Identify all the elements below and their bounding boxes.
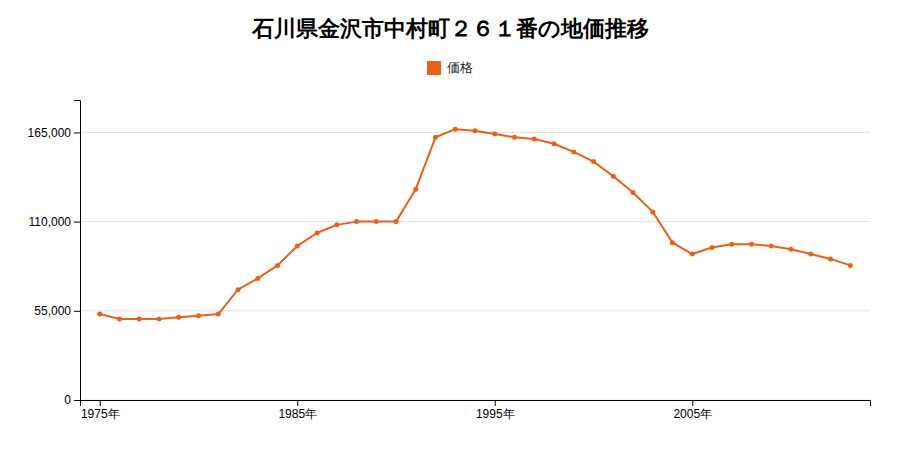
- legend-label: 価格: [447, 60, 473, 75]
- x-tick-mark: [100, 400, 101, 406]
- x-tick: 1975年: [81, 400, 120, 421]
- x-tick-label: 1985年: [278, 407, 317, 421]
- marker: [710, 245, 715, 250]
- marker: [552, 141, 557, 146]
- x-tick-label: 1995年: [476, 407, 515, 421]
- y-tick-label: 165,000: [28, 126, 72, 140]
- y-tick: 0: [64, 393, 80, 407]
- marker: [137, 316, 142, 321]
- y-tick-label: 55,000: [34, 304, 71, 318]
- marker: [492, 132, 497, 137]
- marker: [729, 242, 734, 247]
- marker: [413, 187, 418, 192]
- marker: [848, 263, 853, 268]
- marker: [354, 219, 359, 224]
- marker: [512, 135, 517, 140]
- marker: [117, 316, 122, 321]
- x-tick-mark: [297, 400, 298, 406]
- grid-line: [80, 221, 870, 222]
- marker: [828, 256, 833, 261]
- y-tick: 110,000: [29, 215, 81, 229]
- y-axis: 0 55,000 110,000 165,000: [28, 101, 81, 408]
- title: 石川県金沢市中村町２６１番の地価推移: [251, 16, 649, 41]
- marker: [650, 209, 655, 214]
- y-tick: 165,000: [28, 126, 80, 140]
- marker: [631, 190, 636, 195]
- chart: 1975年 1985年 1995年 2005年 0 55,000 110,000 165,00…: [0, 0, 900, 450]
- x-axis-line: [81, 401, 871, 407]
- y-tick-mark: [74, 400, 80, 401]
- marker: [196, 313, 201, 318]
- y-tick-mark: [74, 311, 80, 312]
- marks: [97, 127, 853, 322]
- x-tick: 1985年: [278, 400, 317, 421]
- grid-line: [80, 310, 870, 311]
- marker: [808, 252, 813, 257]
- y-tick-label: 0: [64, 393, 71, 407]
- x-tick: 1995年: [476, 400, 515, 421]
- marker: [334, 222, 339, 227]
- marker: [176, 315, 181, 320]
- marker: [315, 230, 320, 235]
- line: [100, 129, 851, 319]
- x-tick-label: 1975年: [81, 407, 120, 421]
- legend-item: 価格: [427, 60, 473, 75]
- marker: [394, 219, 399, 224]
- y-tick-mark: [74, 222, 80, 223]
- marker: [236, 287, 241, 292]
- marker: [769, 243, 774, 248]
- marker: [275, 263, 280, 268]
- marker: [255, 276, 260, 281]
- x-tick-label: 2005年: [673, 407, 712, 421]
- y-tick: 55,000: [34, 304, 80, 318]
- marker: [216, 312, 221, 317]
- marker: [532, 136, 537, 141]
- marker: [690, 252, 695, 257]
- marker: [473, 128, 478, 133]
- marker: [591, 159, 596, 164]
- marker: [97, 312, 102, 317]
- plot-area: 1975年 1985年 1995年 2005年 0 55,000 110,000 165,00…: [28, 101, 871, 421]
- marker: [433, 135, 438, 140]
- marker: [571, 149, 576, 154]
- y-tick-label: 110,000: [29, 215, 72, 229]
- marker: [374, 219, 379, 224]
- x-tick-mark: [692, 400, 693, 406]
- x-axis: 1975年 1985年 1995年 2005年: [81, 400, 871, 421]
- marker: [453, 127, 458, 132]
- marker: [295, 243, 300, 248]
- marker: [749, 242, 754, 247]
- marker: [670, 240, 675, 245]
- legend: 価格: [427, 60, 473, 75]
- x-tick: 2005年: [673, 400, 712, 421]
- y-axis-line: [74, 101, 81, 401]
- x-tick-mark: [495, 400, 496, 406]
- legend-swatch: [427, 61, 441, 75]
- marker: [157, 316, 162, 321]
- marker: [789, 247, 794, 252]
- grid: [80, 132, 870, 400]
- marker: [611, 174, 616, 179]
- y-tick-mark: [74, 132, 80, 133]
